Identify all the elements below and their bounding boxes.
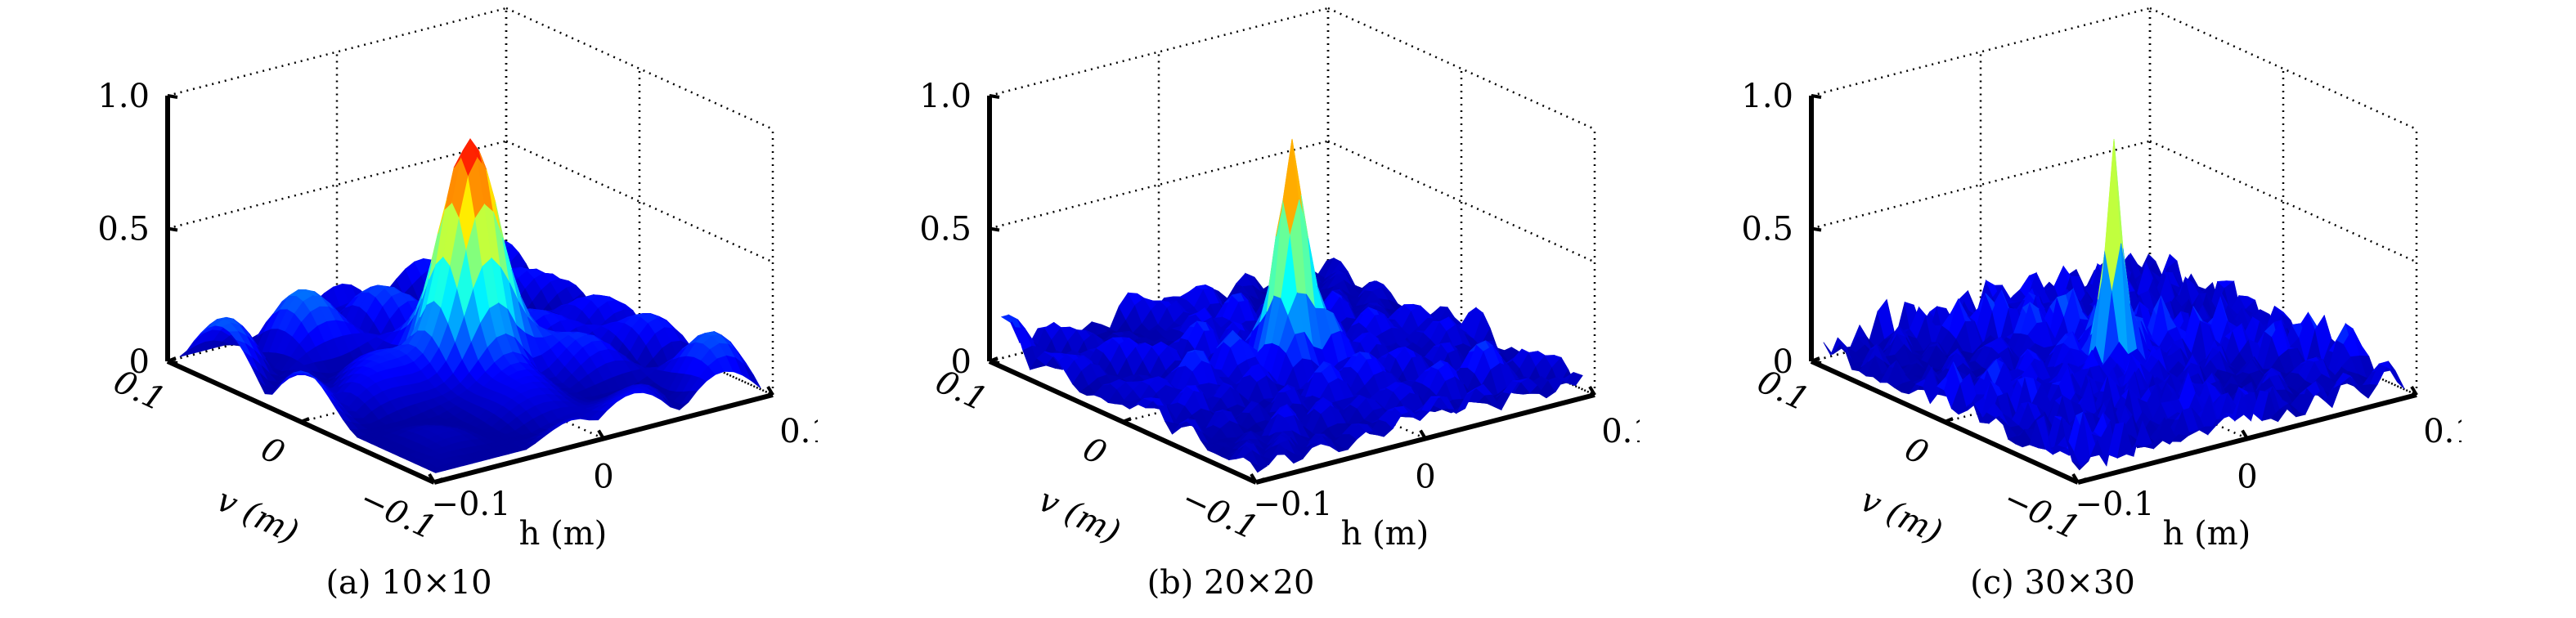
v-tick-label: 0 bbox=[1899, 430, 1934, 472]
h-axis-label: h (m) bbox=[519, 515, 608, 553]
surface-mesh bbox=[179, 137, 761, 473]
z-tick-label: 1.0 bbox=[1741, 78, 1793, 115]
h-tick bbox=[1588, 385, 1596, 396]
z-tick bbox=[1811, 94, 1822, 99]
z-tick-label: 1.0 bbox=[919, 78, 972, 115]
v-tick bbox=[1811, 356, 1820, 363]
caption-b: (b) 20×20 bbox=[1147, 564, 1315, 602]
panel-a: 1.00.500.10−0.1−0.100.1v (m)h (m) (a) 10… bbox=[0, 0, 818, 618]
z-tick bbox=[167, 226, 178, 232]
surface-plot-c: 1.00.500.10−0.1−0.100.1v (m)h (m) bbox=[1741, 7, 2462, 553]
surface-facet bbox=[1565, 372, 1583, 387]
v-tick-label: −0.1 bbox=[1176, 480, 1263, 548]
v-tick-label: −0.1 bbox=[354, 480, 442, 548]
panel-b: 1.00.500.10−0.1−0.100.1v (m)h (m) (b) 20… bbox=[822, 0, 1640, 618]
z-tick bbox=[167, 94, 178, 99]
h-tick-label: 0.1 bbox=[779, 413, 818, 450]
v-axis-label: v (m) bbox=[1033, 481, 1126, 552]
h-tick bbox=[2410, 385, 2418, 396]
v-tick bbox=[300, 417, 310, 423]
h-tick bbox=[428, 472, 436, 484]
caption-c: (c) 30×30 bbox=[1970, 564, 2135, 602]
h-tick-label: 0 bbox=[593, 459, 613, 496]
v-tick bbox=[433, 477, 443, 484]
v-tick-label: 0.1 bbox=[108, 363, 171, 419]
v-tick bbox=[167, 356, 177, 363]
z-tick-label: 0.5 bbox=[97, 211, 150, 249]
h-tick bbox=[1419, 429, 1427, 440]
v-axis-label: v (m) bbox=[1855, 481, 1948, 552]
v-tick-label: 0.1 bbox=[930, 363, 993, 419]
panel-c: 1.00.500.10−0.1−0.100.1v (m)h (m) (c) 30… bbox=[1644, 0, 2462, 618]
h-tick bbox=[2241, 429, 2249, 440]
surface-plot-a: 1.00.500.10−0.1−0.100.1v (m)h (m) bbox=[97, 7, 818, 553]
h-tick bbox=[1250, 472, 1258, 484]
h-tick-label: −0.1 bbox=[431, 486, 510, 523]
surface-facet bbox=[744, 364, 761, 389]
z-tick bbox=[1811, 226, 1822, 232]
surface-mesh bbox=[1823, 138, 2405, 471]
v-tick-label: 0 bbox=[255, 430, 290, 472]
h-axis-label: h (m) bbox=[2163, 515, 2251, 553]
v-tick bbox=[1122, 417, 1132, 423]
v-tick bbox=[1944, 417, 1954, 423]
z-tick bbox=[989, 226, 1000, 232]
z-tick-label: 0 bbox=[129, 343, 150, 381]
axes: 1.00.500.10−0.1−0.100.1v (m)h (m) bbox=[919, 78, 1640, 553]
z-tick-label: 0.5 bbox=[1741, 211, 1793, 249]
z-tick-label: 0 bbox=[1773, 343, 1793, 381]
z-tick-label: 0.5 bbox=[919, 211, 972, 249]
v-axis-label: v (m) bbox=[211, 481, 304, 552]
z-tick-label: 1.0 bbox=[97, 78, 150, 115]
v-tick bbox=[1255, 477, 1265, 484]
h-axis-label: h (m) bbox=[1341, 515, 1429, 553]
h-tick-label: 0 bbox=[2237, 459, 2257, 496]
v-tick-label: 0.1 bbox=[1752, 363, 1815, 419]
caption-a: (a) 10×10 bbox=[325, 564, 492, 602]
h-tick-label: 0 bbox=[1415, 459, 1435, 496]
h-tick-label: −0.1 bbox=[2075, 486, 2154, 523]
surface-mesh bbox=[1000, 138, 1583, 473]
h-tick-label: −0.1 bbox=[1253, 486, 1332, 523]
z-tick bbox=[989, 94, 1000, 99]
h-tick bbox=[766, 385, 774, 396]
h-tick bbox=[597, 429, 605, 440]
surface-plot-b: 1.00.500.10−0.1−0.100.1v (m)h (m) bbox=[919, 7, 1640, 553]
z-tick-label: 0 bbox=[951, 343, 972, 381]
v-tick bbox=[2077, 477, 2087, 484]
v-tick-label: 0 bbox=[1077, 430, 1112, 472]
v-tick-label: −0.1 bbox=[1998, 480, 2085, 548]
h-tick bbox=[2071, 472, 2080, 484]
v-tick bbox=[989, 356, 999, 363]
h-tick-label: 0.1 bbox=[1601, 413, 1640, 450]
h-tick-label: 0.1 bbox=[2423, 413, 2462, 450]
surface-facet bbox=[2388, 360, 2405, 389]
